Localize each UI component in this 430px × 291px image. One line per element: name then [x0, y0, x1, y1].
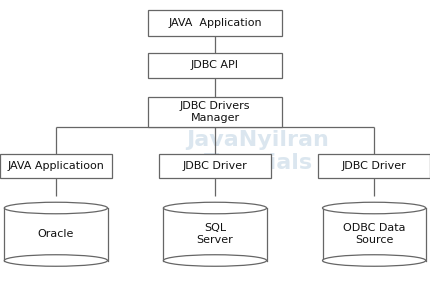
Text: SQL
Server: SQL Server	[197, 223, 233, 245]
FancyBboxPatch shape	[159, 154, 271, 178]
Ellipse shape	[322, 202, 426, 214]
Text: JDBC Driver: JDBC Driver	[183, 161, 247, 171]
Bar	[322, 208, 426, 260]
Bar	[163, 208, 267, 260]
Text: Oracle: Oracle	[38, 229, 74, 239]
Ellipse shape	[322, 255, 426, 266]
FancyBboxPatch shape	[318, 154, 430, 178]
Text: ODBC Data
Source: ODBC Data Source	[343, 223, 405, 245]
Text: JavaNyilran
Tutorials: JavaNyilran Tutorials	[187, 130, 329, 173]
FancyBboxPatch shape	[148, 97, 282, 127]
FancyBboxPatch shape	[0, 154, 112, 178]
Ellipse shape	[163, 255, 267, 266]
Bar	[4, 208, 108, 260]
Text: JAVA  Application: JAVA Application	[168, 18, 262, 28]
FancyBboxPatch shape	[148, 10, 282, 36]
Text: JDBC Driver: JDBC Driver	[342, 161, 406, 171]
Text: JDBC API: JDBC API	[191, 61, 239, 70]
Ellipse shape	[4, 202, 108, 214]
Ellipse shape	[4, 255, 108, 266]
Text: JDBC Drivers
Manager: JDBC Drivers Manager	[180, 101, 250, 123]
FancyBboxPatch shape	[148, 53, 282, 78]
Text: JAVA Applicatioon: JAVA Applicatioon	[7, 161, 104, 171]
Ellipse shape	[163, 202, 267, 214]
